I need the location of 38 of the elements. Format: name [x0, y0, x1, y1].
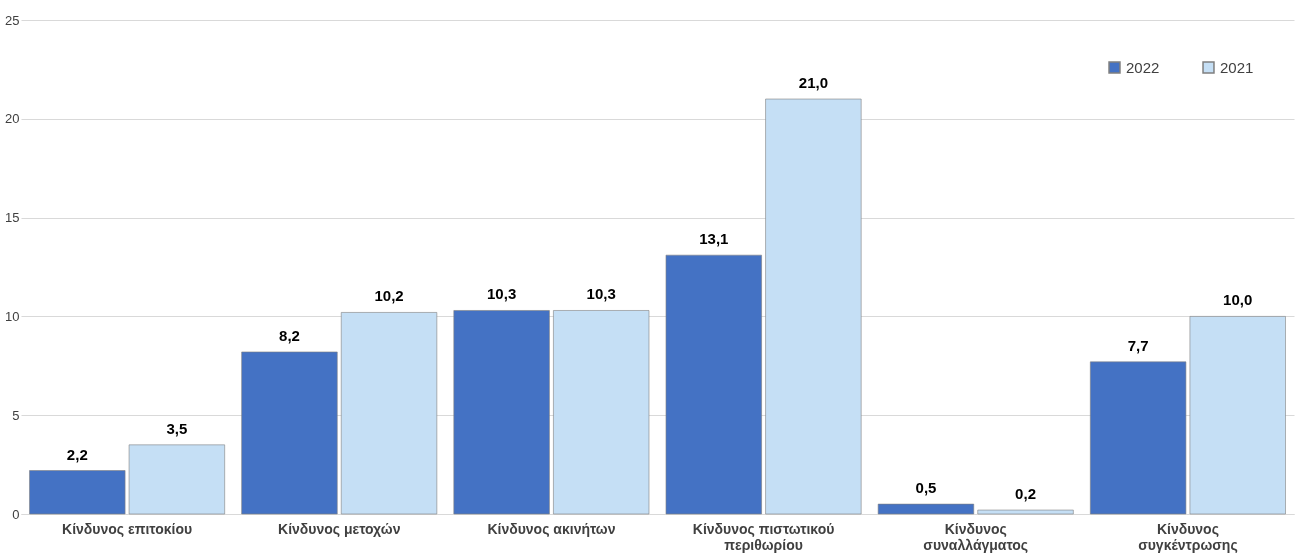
- x-tick-label: Κίνδυνος συγκέντρωσης: [1138, 520, 1238, 553]
- data-label: 13,1: [699, 230, 729, 248]
- data-label: 10,2: [374, 287, 404, 305]
- x-tick-label: Κίνδυνος μετοχών: [278, 520, 401, 537]
- bar: [453, 310, 550, 515]
- data-label: 0,5: [915, 479, 937, 497]
- bar: [241, 351, 338, 515]
- bar: [1090, 361, 1187, 515]
- y-tick-label: 10: [5, 308, 20, 324]
- data-label: 8,2: [279, 326, 300, 344]
- bar: [877, 503, 975, 515]
- y-tick-label: 0: [12, 506, 20, 522]
- legend-label: 2022: [1126, 58, 1160, 76]
- x-tick-label: Κίνδυνος ακινήτων: [487, 520, 616, 537]
- y-tick-label: 20: [5, 111, 20, 127]
- bar: [553, 310, 650, 515]
- y-tick-label: 5: [12, 407, 20, 423]
- bar: [29, 470, 126, 515]
- data-label: 10,3: [586, 285, 616, 303]
- data-label: 2,2: [66, 445, 88, 463]
- y-tick-label: 25: [5, 12, 20, 28]
- data-label: 3,5: [166, 419, 188, 437]
- x-tick-label: Κίνδυνος συναλλάγματος: [923, 520, 1029, 553]
- x-tick-label: Κίνδυνος επιτοκίου: [62, 520, 193, 537]
- bar: [128, 444, 225, 515]
- y-tick-label: 15: [5, 210, 20, 226]
- x-tick-label: Κίνδυνος πιστωτικού περιθωρίου: [692, 520, 835, 553]
- bar: [1189, 316, 1286, 515]
- data-label: 21,0: [798, 74, 828, 92]
- bar: [977, 509, 1074, 515]
- data-label: 0,2: [1015, 485, 1036, 503]
- bar: [665, 254, 762, 515]
- bar: [340, 312, 438, 515]
- data-label: 10,3: [487, 285, 517, 303]
- bar: [765, 98, 862, 515]
- legend-label: 2021: [1220, 58, 1254, 76]
- data-label: 7,7: [1127, 336, 1149, 354]
- data-label: 10,0: [1223, 291, 1253, 309]
